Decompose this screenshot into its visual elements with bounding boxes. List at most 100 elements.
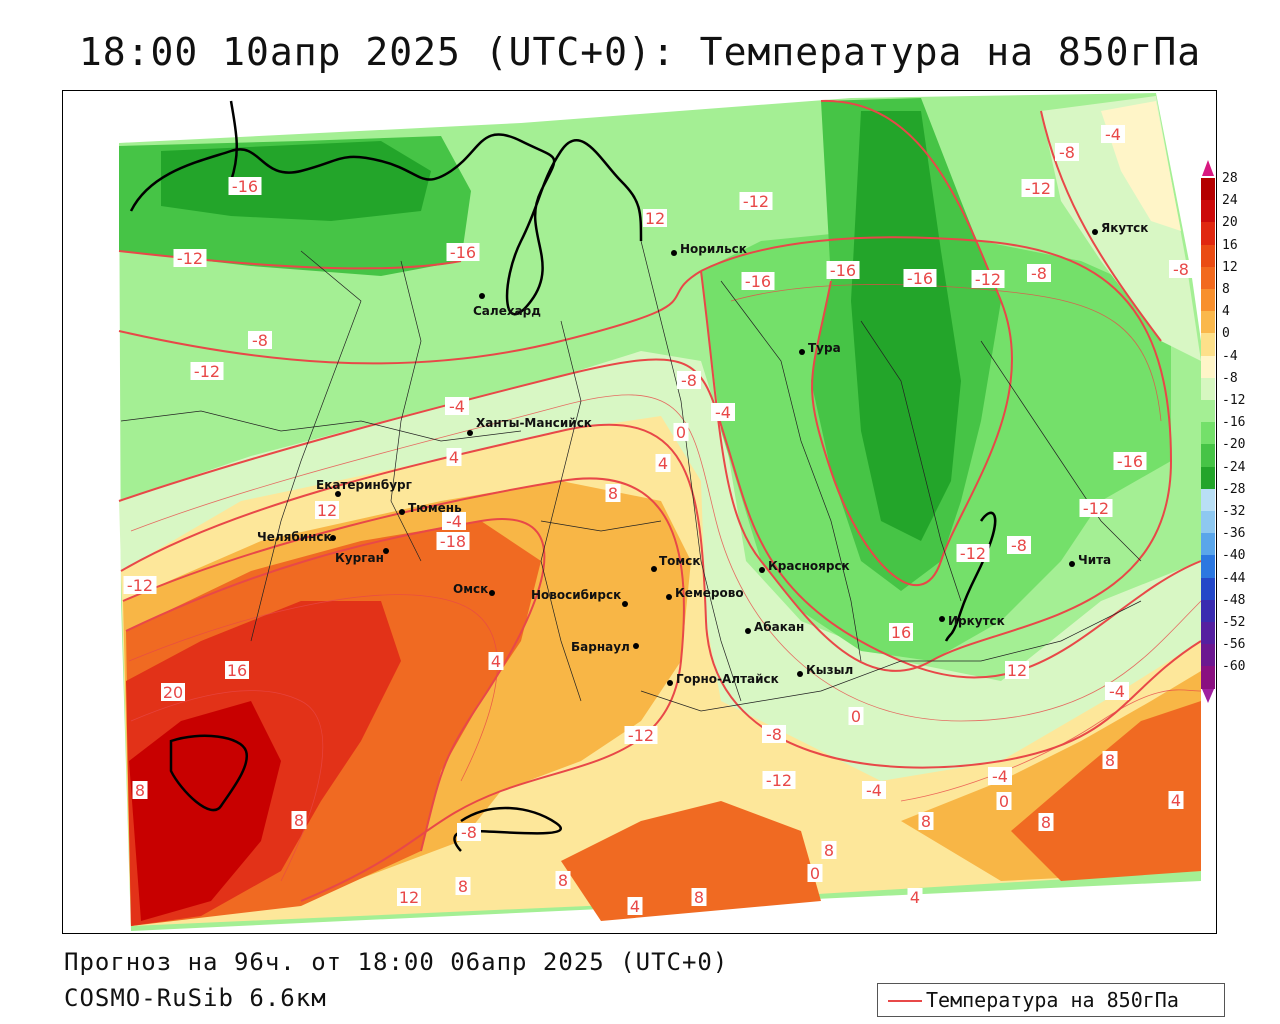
city-kemerovo: Кемерово xyxy=(666,586,744,600)
city-label: Тура xyxy=(808,341,841,355)
isotherm-value-label: -8 xyxy=(1027,264,1051,283)
isotherm-value-label: -8 xyxy=(1007,536,1031,555)
city-label: Новосибирск xyxy=(531,588,621,602)
city-label: Ханты-Мансийск xyxy=(476,416,592,430)
isotherm-value-label: -4 xyxy=(442,512,466,531)
city-label: Барнаул xyxy=(571,640,630,654)
isotherm-value-label: -12 xyxy=(624,726,658,745)
isotherm-value-label: 12 xyxy=(397,888,421,907)
isotherm-value-label: 4 xyxy=(446,448,462,467)
city-label: Томск xyxy=(659,554,701,568)
isotherm-value: -4 xyxy=(992,767,1008,786)
legend-label: Температура на 850гПа xyxy=(926,988,1179,1012)
isotherm-value: -4 xyxy=(1109,682,1125,701)
isotherm-value-label: 8 xyxy=(291,811,307,830)
isotherm-value-label: 4 xyxy=(1168,791,1184,810)
isotherm-value-label: 8 xyxy=(918,812,934,831)
isotherm-value: 8 xyxy=(294,811,304,830)
isotherm-value-label: -16 xyxy=(826,261,860,280)
isotherm-value: 8 xyxy=(558,871,568,890)
scale-tick-label: -56 xyxy=(1222,637,1246,653)
isotherm-value-label: -8 xyxy=(1055,143,1079,162)
city-label: Якутск xyxy=(1101,221,1148,235)
isotherm-value: 4 xyxy=(491,652,501,671)
scale-tick-label: 8 xyxy=(1222,282,1230,297)
map-canvas: Якутск Норильск Салехард Тура Ханты-Манс… xyxy=(118,93,1202,931)
city-label: Омск xyxy=(453,582,488,596)
legend-swatch xyxy=(888,1000,922,1002)
scale-tick-label: 16 xyxy=(1222,237,1238,253)
isotherm-value-label: 8 xyxy=(821,841,837,860)
isotherm-value: 8 xyxy=(824,841,834,860)
isotherm-value: -12 xyxy=(1083,499,1109,518)
isotherm-value-label: -12 xyxy=(123,576,157,595)
scale-swatch xyxy=(1201,622,1215,645)
isotherm-value-label: -12 xyxy=(762,771,796,790)
scale-swatch xyxy=(1201,555,1215,578)
isotherm-value: -8 xyxy=(1173,260,1189,279)
isotherm-value-label: -18 xyxy=(436,532,470,551)
scale-tick-label: -16 xyxy=(1222,415,1246,431)
scale-tick-label: -48 xyxy=(1222,592,1246,608)
scale-swatch xyxy=(1201,311,1215,334)
isotherm-value: -8 xyxy=(1031,264,1047,283)
isotherm-value-label: -12 xyxy=(956,544,990,563)
isotherm-value: 0 xyxy=(851,707,861,726)
city-barnaul: Барнаул xyxy=(571,640,639,654)
city-kurgan: Курган xyxy=(335,548,389,565)
isotherm-value: 16 xyxy=(891,623,911,642)
scale-swatch xyxy=(1201,244,1215,267)
isotherm-value: 8 xyxy=(694,888,704,907)
isotherm-value: -16 xyxy=(907,269,933,288)
isotherm-value: -12 xyxy=(960,544,986,563)
isotherm-value: 20 xyxy=(163,683,183,702)
isotherm-value: 4 xyxy=(630,897,640,916)
isotherm-value: -12 xyxy=(1025,179,1051,198)
scale-swatch xyxy=(1201,488,1215,511)
isotherm-value: 8 xyxy=(135,781,145,800)
isotherm-value: 8 xyxy=(1105,751,1115,770)
isotherm-value: -16 xyxy=(450,243,476,262)
isotherm-value: -4 xyxy=(715,403,731,422)
scale-tick-label: 0 xyxy=(1222,326,1230,342)
isotherm-value: -12 xyxy=(628,726,654,745)
isotherm-value: 0 xyxy=(810,864,820,883)
scale-tick-label: -20 xyxy=(1222,437,1246,453)
isotherm-value-label: -12 xyxy=(1021,179,1055,198)
city-label: Екатеринбург xyxy=(316,478,412,492)
isotherm-value-label: 8 xyxy=(691,888,707,907)
isotherm-value: 12 xyxy=(399,888,419,907)
isotherm-value: 0 xyxy=(999,792,1009,811)
scale-swatch xyxy=(1201,222,1215,245)
isotherm-value-label: 8 xyxy=(605,484,621,503)
isotherm-value-label: 20 xyxy=(161,683,185,702)
isotherm-value: -8 xyxy=(252,331,268,350)
isotherm-value-label: 4 xyxy=(907,888,923,907)
scale-tick-label: -60 xyxy=(1222,659,1246,675)
city-tyumen: Тюмень xyxy=(399,501,462,515)
isotherm-value: -16 xyxy=(1117,452,1143,471)
isotherm-value: -12 xyxy=(743,192,769,211)
scale-swatch xyxy=(1201,599,1215,622)
city-omsk: Омск xyxy=(453,582,495,596)
city-tomsk: Томск xyxy=(651,554,701,572)
forecast-info: Прогноз на 96ч. от 18:00 06апр 2025 (UTC… xyxy=(64,948,729,976)
city-irkutsk: Иркутск xyxy=(939,614,1005,628)
isotherm-value-label: 8 xyxy=(455,877,471,896)
scale-tick-label: 24 xyxy=(1222,193,1238,209)
isotherm-value: 4 xyxy=(658,454,668,473)
scale-tick-label: 4 xyxy=(1222,304,1230,320)
isotherm-value-label: 12 xyxy=(643,209,667,228)
city-novosibirsk: Новосибирск xyxy=(531,588,628,607)
temperature-map: Якутск Норильск Салехард Тура Ханты-Манс… xyxy=(62,90,1217,934)
scale-arrow-bottom xyxy=(1202,688,1214,703)
isotherm-value-label: 8 xyxy=(1102,751,1118,770)
city-chelyabinsk: Челябинск xyxy=(257,530,336,544)
city-label: Норильск xyxy=(680,242,747,256)
scale-swatch xyxy=(1201,178,1215,201)
isotherm-value: 12 xyxy=(317,501,337,520)
isotherm-value-label: 4 xyxy=(488,652,504,671)
isotherm-value-label: -4 xyxy=(1105,682,1129,701)
city-yekaterinburg: Екатеринбург xyxy=(316,478,412,497)
